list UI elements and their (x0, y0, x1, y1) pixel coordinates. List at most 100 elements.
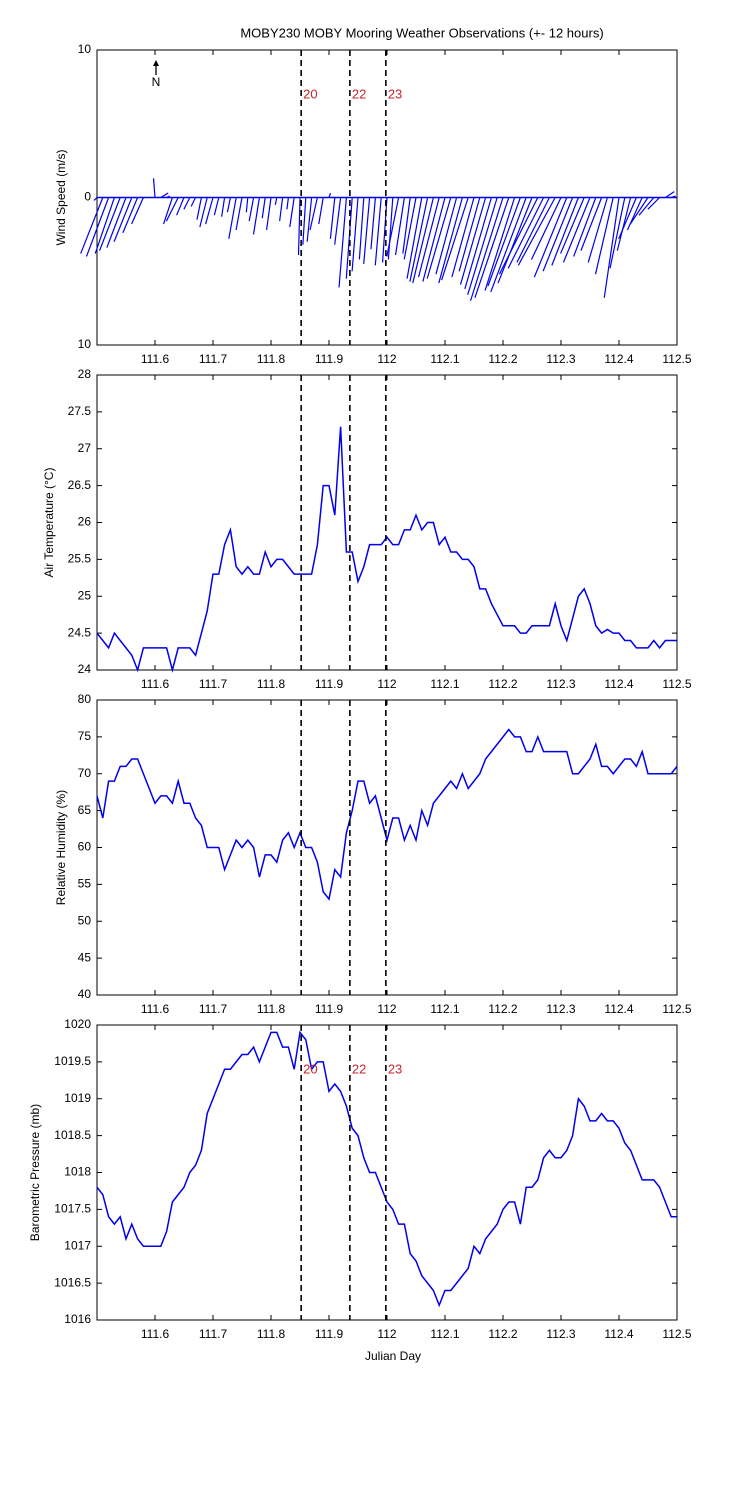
wind-stick (183, 197, 191, 210)
y-tick-label: 1017.5 (54, 1202, 91, 1216)
x-tick-label: 112.1 (430, 677, 459, 691)
y-tick-label: 24 (78, 662, 92, 676)
wind-stick (228, 197, 237, 239)
x-tick-label: 112.2 (488, 1327, 517, 1341)
wind-stick (328, 192, 332, 198)
y-tick-label: 55 (78, 877, 92, 891)
data-line (96, 728, 678, 901)
y-tick-label: 40 (78, 987, 92, 1001)
x-tick-label: 112.3 (546, 1002, 575, 1016)
event-label: 20 (303, 86, 317, 101)
x-tick-label: 112.4 (604, 1327, 633, 1341)
y-tick-label: 25 (78, 588, 92, 602)
x-tick-label: 111.7 (199, 1327, 228, 1341)
wind-stick (573, 197, 597, 257)
y-tick-label: 1017 (64, 1238, 91, 1252)
wind-stick (309, 197, 318, 231)
wind-stick (226, 197, 231, 213)
wind-stick (603, 197, 620, 298)
wind-stick (176, 197, 185, 216)
wind-stick (85, 197, 110, 257)
x-tick-label: 112.4 (604, 677, 633, 691)
wind-stick (560, 197, 585, 254)
wind-stick (297, 197, 301, 256)
wind-stick (205, 197, 214, 225)
event-label: 20 (303, 1061, 317, 1076)
wind-stick (122, 197, 139, 234)
x-tick-label: 111.9 (315, 352, 344, 366)
wind-stick (458, 197, 481, 272)
y-tick-label: 1020 (64, 1017, 91, 1031)
wind-stick (417, 197, 440, 278)
x-tick-label: 111.8 (257, 677, 286, 691)
y-tick-label: 27.5 (68, 404, 92, 418)
wind-stick (199, 197, 208, 228)
wind-stick (387, 197, 394, 260)
wind-stick (451, 197, 475, 278)
wind-stick (438, 197, 463, 284)
wind-stick (261, 197, 266, 219)
y-tick-label: 1019.5 (54, 1054, 91, 1068)
y-tick-label: 28 (78, 367, 92, 381)
wind-stick (498, 197, 539, 275)
wind-stick (351, 197, 359, 272)
x-tick-label: 112 (377, 1002, 396, 1016)
wind-stick (370, 197, 376, 250)
north-label: N (152, 75, 161, 89)
x-tick-label: 112.2 (488, 1002, 517, 1016)
y-tick-label: 26.5 (68, 478, 92, 492)
x-tick-label: 111.6 (141, 1327, 170, 1341)
north-arrow-head (153, 60, 159, 66)
wind-stick (435, 197, 458, 275)
x-tick-label: 111.6 (141, 1002, 170, 1016)
wind-stick (94, 197, 115, 254)
y-tick-label: 27 (78, 441, 92, 455)
x-tick-label: 111.9 (315, 677, 344, 691)
wind-stick (638, 197, 655, 216)
wind-stick (274, 197, 278, 205)
y-tick-label: 65 (78, 803, 92, 817)
event-label: 23 (388, 86, 402, 101)
wind-stick (252, 197, 260, 235)
x-tick-label: 112.5 (662, 1002, 691, 1016)
wind-stick (131, 197, 144, 225)
plot-frame (96, 1024, 678, 1321)
wind-stick (113, 197, 133, 242)
x-tick-label: 111.9 (315, 1002, 344, 1016)
y-tick-label: 1018 (64, 1165, 91, 1179)
y-tick-label: 10 (78, 337, 92, 351)
wind-stick (406, 197, 423, 279)
y-tick-label: 60 (78, 840, 92, 854)
x-tick-label: 112.5 (662, 1327, 691, 1341)
wind-stick (196, 197, 202, 220)
wind-stick (190, 197, 197, 207)
event-label: 22 (352, 1061, 366, 1076)
wind-stick (562, 197, 591, 263)
wind-stick (286, 197, 289, 210)
plot-frame (96, 374, 678, 671)
x-axis-label: Julian Day (365, 1349, 421, 1363)
y-tick-label: 24.5 (68, 625, 92, 639)
plot-frame (96, 699, 678, 996)
wind-stick (106, 197, 127, 248)
wind-stick (165, 197, 179, 222)
wind-stick (629, 197, 649, 225)
x-tick-label: 112.2 (488, 677, 517, 691)
x-tick-label: 111.7 (199, 1002, 228, 1016)
wind-stick (358, 197, 365, 260)
y-tick-label: 10 (78, 42, 92, 56)
wind-stick (464, 197, 492, 290)
wind-stick (318, 197, 324, 225)
y-tick-label: 26 (78, 515, 92, 529)
x-tick-label: 112.1 (430, 352, 459, 366)
wind-stick (609, 197, 626, 269)
wind-stick (587, 197, 608, 263)
wind-stick (213, 197, 220, 216)
x-tick-label: 112 (377, 1327, 396, 1341)
wind-stick (490, 197, 527, 293)
wind-stick (381, 197, 388, 263)
x-tick-label: 112 (377, 677, 396, 691)
wind-stick (530, 197, 562, 260)
wind-stick (152, 178, 156, 198)
